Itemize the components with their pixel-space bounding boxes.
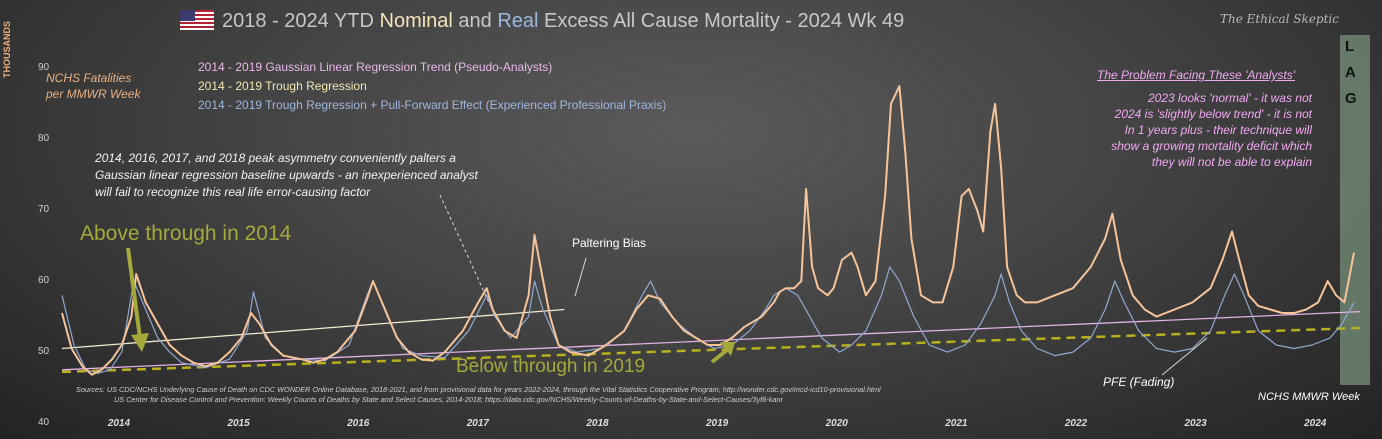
y-tick-label: 60 [38, 275, 50, 287]
gaussian-trend-line [61, 310, 1361, 371]
sources-note: Sources: US CDC/NCHS Underlying Cause of… [76, 385, 881, 405]
x-tick-label: 2018 [586, 418, 609, 429]
above-arrow [126, 247, 142, 339]
lag-letter-a: A [1345, 64, 1356, 81]
x-tick-label: 2024 [1304, 418, 1327, 429]
problem-line-4: show a growing mortality deficit which [1111, 139, 1312, 153]
legend-item-pull-forward: 2014 - 2019 Trough Regression + Pull-For… [198, 98, 667, 112]
x-tick-label: 2016 [347, 418, 370, 429]
peak-note-line-1: 2014, 2016, 2017, and 2018 peak asymmetr… [95, 151, 456, 165]
x-tick-label: 2014 [107, 418, 131, 429]
lag-letter-g: G [1345, 90, 1357, 107]
y-tick-label: 90 [38, 62, 50, 74]
x-tick-label: 2023 [1184, 418, 1207, 429]
lag-band [1340, 35, 1370, 385]
series-lines [61, 85, 1355, 376]
below-arrow [710, 348, 729, 364]
lag-letter-l: L [1345, 38, 1355, 55]
problem-line-5: they will not be able to explain [1151, 155, 1312, 169]
x-tick-label: 2022 [1064, 418, 1088, 429]
real-mortality-line [61, 266, 1355, 374]
above-arrowhead [131, 333, 149, 352]
source-line-2: US Center for Disease Control and Preven… [114, 395, 783, 404]
arrows [126, 194, 1208, 376]
title-suffix: Excess All Cause Mortality - 2024 Wk 49 [538, 10, 905, 32]
x-tick-label: 2015 [227, 418, 250, 429]
x-tick-label: 2017 [466, 418, 489, 429]
y-note: NCHS Fatalities per MMWR Week [46, 70, 140, 102]
problem-line-3: In 1 years plus - their technique will [1124, 123, 1312, 137]
y-note-line-2: per MMWR Week [46, 87, 141, 101]
x-tick-label: 2019 [705, 418, 729, 429]
pfe-pointer [1161, 337, 1208, 376]
y-tick-label: 70 [38, 204, 50, 216]
nominal-mortality-line [61, 85, 1355, 376]
us-flag-icon [180, 10, 214, 30]
above-through-label: Above through in 2014 [80, 222, 292, 245]
x-tick-label: 2020 [825, 418, 848, 429]
y-tick-label: 40 [38, 417, 50, 428]
title-nominal: Nominal [379, 10, 453, 32]
below-through-label: Below through in 2019 [456, 356, 646, 377]
source-line-1: Sources: US CDC/NCHS Underlying Cause of… [76, 385, 881, 394]
legend-item-gaussian: 2014 - 2019 Gaussian Linear Regression T… [198, 60, 553, 74]
title-and: and [452, 10, 498, 32]
problem-line-2: 2024 is 'slightly below trend' - it is n… [1114, 107, 1312, 121]
peak-note-line-3: will fail to recognize this real life er… [95, 185, 371, 199]
paltering-pointer [574, 257, 587, 297]
y-axis-title: THOUSANDS [2, 20, 12, 78]
brand-watermark: The Ethical Skeptic [1220, 12, 1339, 26]
y-note-line-1: NCHS Fatalities [46, 71, 132, 85]
problem-text: 2023 looks 'normal' - it was not 2024 is… [1060, 90, 1312, 170]
paltering-bias-label: Paltering Bias [572, 236, 647, 250]
peak-note-pointer [439, 194, 491, 306]
peak-asymmetry-note: 2014, 2016, 2017, and 2018 peak asymmetr… [95, 150, 478, 201]
chart-title: 2018 - 2024 YTD Nominal and Real Excess … [180, 10, 904, 33]
mmwr-week-label: NCHS MMWR Week [1258, 391, 1360, 403]
title-real: Real [497, 10, 539, 32]
x-tick-label: 2021 [945, 418, 968, 429]
trough-regression-line [61, 308, 565, 350]
y-tick-label: 50 [38, 346, 50, 358]
pfe-fading-label: PFE (Fading) [1103, 375, 1175, 389]
legend-item-trough: 2014 - 2019 Trough Regression [198, 79, 367, 93]
problem-title: The Problem Facing These 'Analysts' [1097, 68, 1295, 82]
title-prefix: 2018 - 2024 YTD [222, 10, 380, 32]
problem-line-1: 2023 looks 'normal' - it was not [1148, 91, 1312, 105]
peak-note-line-2: Gaussian linear regression baseline upwa… [95, 168, 478, 182]
below-arrowhead [720, 342, 735, 356]
y-tick-label: 80 [38, 133, 50, 145]
